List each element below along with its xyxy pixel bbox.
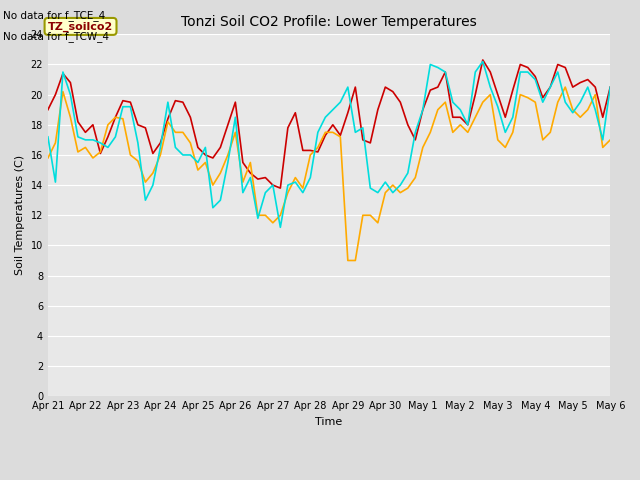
Tree2 -8cm xyxy=(426,61,434,67)
Y-axis label: Soil Temperatures (C): Soil Temperatures (C) xyxy=(15,155,25,276)
Tree -8cm xyxy=(239,179,246,185)
Tree2 -8cm xyxy=(479,59,486,64)
Text: No data for f_TCE_4: No data for f_TCE_4 xyxy=(3,10,106,21)
Tree2 -8cm xyxy=(97,140,104,146)
Open -8cm xyxy=(276,185,284,191)
Tree -8cm xyxy=(426,130,434,135)
Line: Tree -8cm: Tree -8cm xyxy=(48,87,611,261)
X-axis label: Time: Time xyxy=(316,417,342,427)
Tree2 -8cm xyxy=(44,134,52,140)
Tree2 -8cm xyxy=(276,225,284,230)
Open -8cm xyxy=(509,87,516,93)
Tree -8cm xyxy=(607,137,614,143)
Tree2 -8cm xyxy=(509,114,516,120)
Text: TZ_soilco2: TZ_soilco2 xyxy=(48,21,113,32)
Tree -8cm xyxy=(412,175,419,180)
Open -8cm xyxy=(607,84,614,90)
Tree2 -8cm xyxy=(344,84,351,90)
Tree2 -8cm xyxy=(239,190,246,195)
Tree -8cm xyxy=(344,258,351,264)
Tree -8cm xyxy=(561,84,569,90)
Title: Tonzi Soil CO2 Profile: Lower Temperatures: Tonzi Soil CO2 Profile: Lower Temperatur… xyxy=(181,15,477,29)
Open -8cm xyxy=(97,151,104,156)
Tree2 -8cm xyxy=(412,130,419,135)
Open -8cm xyxy=(426,87,434,93)
Line: Tree2 -8cm: Tree2 -8cm xyxy=(48,61,611,228)
Tree -8cm xyxy=(337,134,344,140)
Open -8cm xyxy=(44,107,52,113)
Open -8cm xyxy=(479,57,486,63)
Text: No data for f_TCW_4: No data for f_TCW_4 xyxy=(3,31,109,42)
Tree2 -8cm xyxy=(607,84,614,90)
Open -8cm xyxy=(239,160,246,166)
Open -8cm xyxy=(412,137,419,143)
Open -8cm xyxy=(344,110,351,116)
Tree -8cm xyxy=(44,155,52,161)
Tree -8cm xyxy=(97,149,104,155)
Line: Open -8cm: Open -8cm xyxy=(48,60,611,188)
Tree -8cm xyxy=(502,144,509,150)
